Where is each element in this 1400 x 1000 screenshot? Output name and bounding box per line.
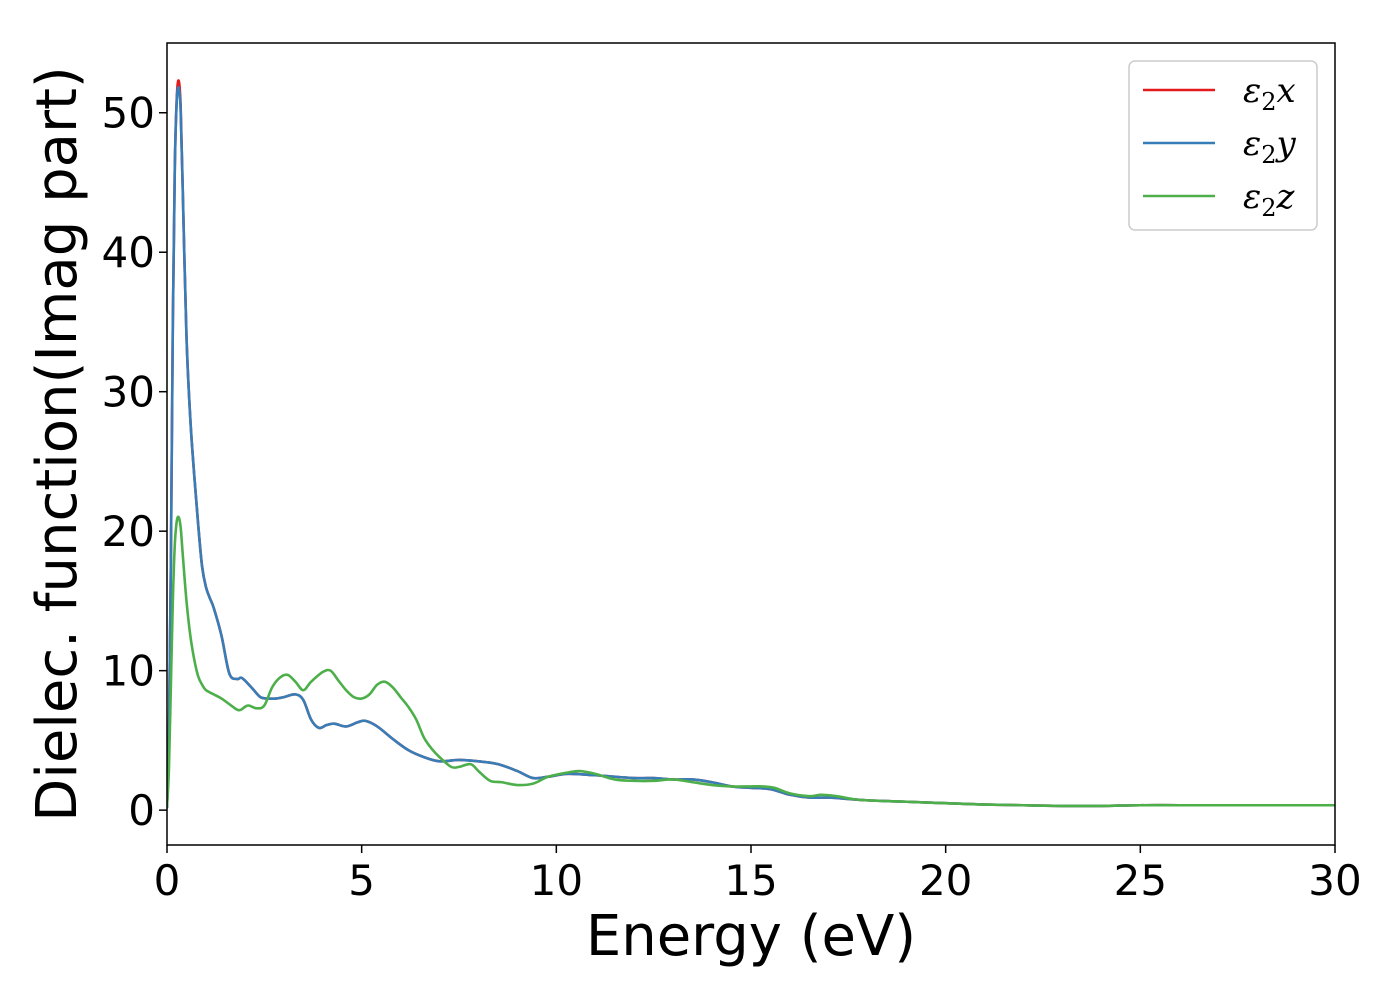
- x-tick-label: 0: [154, 856, 181, 905]
- series-layer: [167, 79, 1335, 809]
- y-axis-ticks: 0 10 20 30 40 50: [102, 89, 167, 835]
- legend-label-z: ε2z: [1243, 177, 1296, 222]
- x-tick-label: 25: [1114, 856, 1167, 905]
- y-tick-label: 30: [102, 368, 155, 417]
- y-axis-title: Dielec. function(Imag part): [25, 66, 90, 822]
- y-tick-label: 0: [128, 786, 155, 835]
- legend-label-x: ε2x: [1243, 71, 1296, 116]
- legend-box: [1128, 60, 1318, 231]
- legend: ε2x ε2y ε2z: [1128, 60, 1318, 231]
- x-axis-title: Energy (eV): [586, 904, 916, 969]
- y-tick-label: 10: [102, 647, 155, 696]
- series-line-z: [167, 515, 1335, 809]
- x-axis-ticks: 0 5 10 15 20 25 30: [154, 845, 1362, 905]
- x-tick-label: 5: [348, 856, 375, 905]
- x-tick-label: 30: [1308, 856, 1361, 905]
- y-tick-label: 20: [102, 507, 155, 556]
- x-tick-label: 10: [530, 856, 583, 905]
- legend-label-y: ε2y: [1243, 124, 1297, 169]
- y-tick-label: 40: [102, 228, 155, 277]
- y-tick-label: 50: [102, 89, 155, 138]
- x-tick-label: 20: [919, 856, 972, 905]
- x-tick-label: 15: [724, 856, 777, 905]
